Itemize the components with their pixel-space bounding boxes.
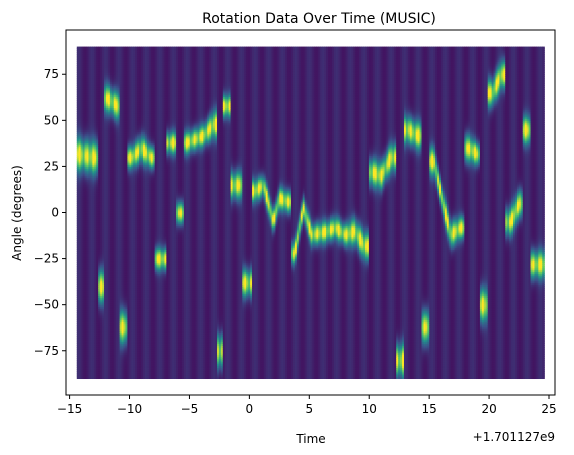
- heatmap-layer: [77, 47, 545, 379]
- chart-title: Rotation Data Over Time (MUSIC): [202, 11, 436, 27]
